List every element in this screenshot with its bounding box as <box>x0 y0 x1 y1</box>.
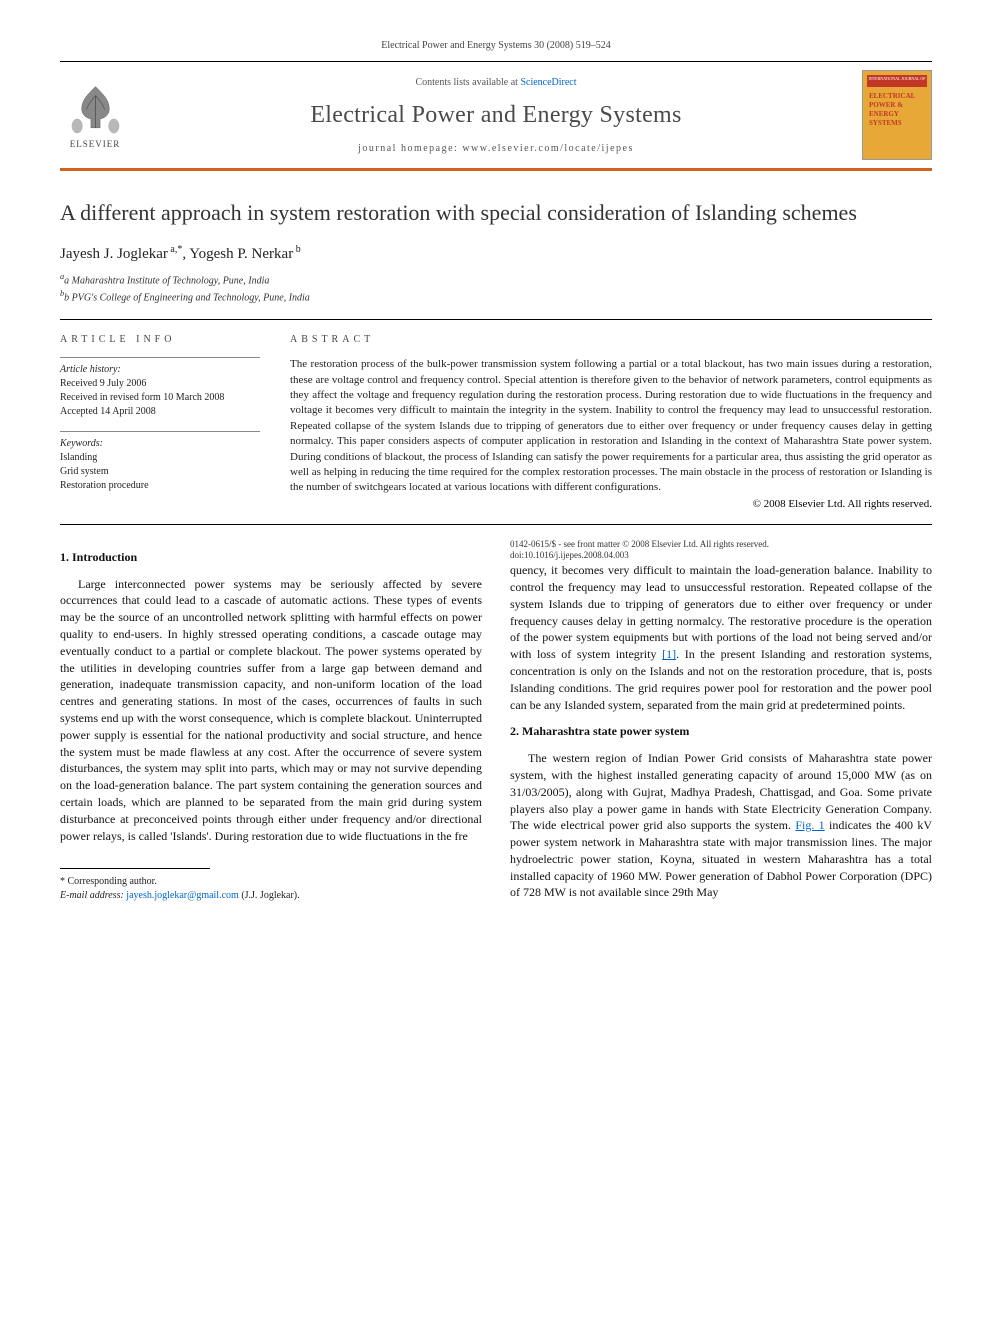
sciencedirect-link[interactable]: ScienceDirect <box>520 77 576 88</box>
author-affil-marker: a,* <box>168 244 182 255</box>
email-label: E-mail address: <box>60 890 126 901</box>
running-header: Electrical Power and Energy Systems 30 (… <box>60 40 932 51</box>
article-info: ARTICLE INFO Article history: Received 9… <box>60 334 260 510</box>
intro-paragraph-cont: quency, it becomes very difficult to mai… <box>510 562 932 713</box>
abstract-column: ABSTRACT The restoration process of the … <box>290 334 932 510</box>
paper-title: A different approach in system restorati… <box>60 199 932 228</box>
email-line: E-mail address: jayesh.joglekar@gmail.co… <box>60 889 482 903</box>
history-line: Received in revised form 10 March 2008 <box>60 391 260 405</box>
masthead: ELSEVIER Contents lists available at Sci… <box>60 70 932 160</box>
section2-paragraph: The western region of Indian Power Grid … <box>510 750 932 901</box>
issn-line: 0142-0615/$ - see front matter © 2008 El… <box>510 539 932 551</box>
top-rule <box>60 61 932 62</box>
thin-rule-upper <box>60 319 932 320</box>
history-line: Received 9 July 2006 <box>60 377 260 391</box>
journal-homepage: journal homepage: www.elsevier.com/locat… <box>146 143 846 154</box>
figure-link[interactable]: Fig. 1 <box>795 818 824 832</box>
footnotes: * Corresponding author. E-mail address: … <box>60 875 482 903</box>
contents-available-line: Contents lists available at ScienceDirec… <box>146 77 846 88</box>
keywords-label: Keywords: <box>60 431 260 449</box>
abstract-text: The restoration process of the bulk-powe… <box>290 357 932 496</box>
page: Electrical Power and Energy Systems 30 (… <box>0 0 992 947</box>
masthead-center: Contents lists available at ScienceDirec… <box>146 77 846 154</box>
elsevier-tree-icon <box>68 82 123 137</box>
cover-title: ELECTRICAL POWER & ENERGY SYSTEMS <box>867 90 927 130</box>
article-info-heading: ARTICLE INFO <box>60 334 260 345</box>
footnote-rule <box>60 868 210 869</box>
affiliation-line: a Maharashtra Institute of Technology, P… <box>64 275 269 286</box>
abstract-heading: ABSTRACT <box>290 334 932 345</box>
corresponding-author: * Corresponding author. <box>60 875 482 889</box>
email-whom: (J.J. Joglekar). <box>239 890 300 901</box>
article-history-block: Article history: Received 9 July 2006 Re… <box>60 357 260 419</box>
author-email-link[interactable]: jayesh.joglekar@gmail.com <box>126 890 239 901</box>
history-line: Accepted 14 April 2008 <box>60 405 260 419</box>
citation-link[interactable]: [1] <box>662 647 676 661</box>
journal-cover-thumbnail: INTERNATIONAL JOURNAL OF ELECTRICAL POWE… <box>862 70 932 160</box>
author-affil-marker: b <box>293 244 301 255</box>
keyword: Grid system <box>60 465 260 479</box>
authors: Jayesh J. Joglekar a,*, Yogesh P. Nerkar… <box>60 244 932 263</box>
keywords-block: Keywords: Islanding Grid system Restorat… <box>60 431 260 493</box>
body-columns: 1. Introduction Large interconnected pow… <box>60 539 932 908</box>
intro-paragraph: Large interconnected power systems may b… <box>60 576 482 845</box>
journal-name: Electrical Power and Energy Systems <box>146 102 846 129</box>
keyword: Restoration procedure <box>60 479 260 493</box>
doi-line: doi:10.1016/j.ijepes.2008.04.003 <box>510 550 932 562</box>
history-label: Article history: <box>60 357 260 375</box>
contents-prefix: Contents lists available at <box>415 77 520 88</box>
section-heading-maharashtra: 2. Maharashtra state power system <box>510 723 932 740</box>
info-abstract-row: ARTICLE INFO Article history: Received 9… <box>60 334 932 510</box>
abstract-copyright: © 2008 Elsevier Ltd. All rights reserved… <box>290 498 932 510</box>
affiliation-line: b PVG's College of Engineering and Techn… <box>64 292 310 303</box>
cover-top-label: INTERNATIONAL JOURNAL OF <box>867 75 927 87</box>
thin-rule-lower <box>60 524 932 525</box>
publisher-name: ELSEVIER <box>70 139 121 149</box>
keyword: Islanding <box>60 451 260 465</box>
publisher-logo: ELSEVIER <box>60 75 130 155</box>
orange-rule <box>60 168 932 171</box>
affiliations: aa Maharashtra Institute of Technology, … <box>60 271 932 306</box>
bottom-meta: 0142-0615/$ - see front matter © 2008 El… <box>510 539 932 562</box>
section-heading-intro: 1. Introduction <box>60 549 482 566</box>
